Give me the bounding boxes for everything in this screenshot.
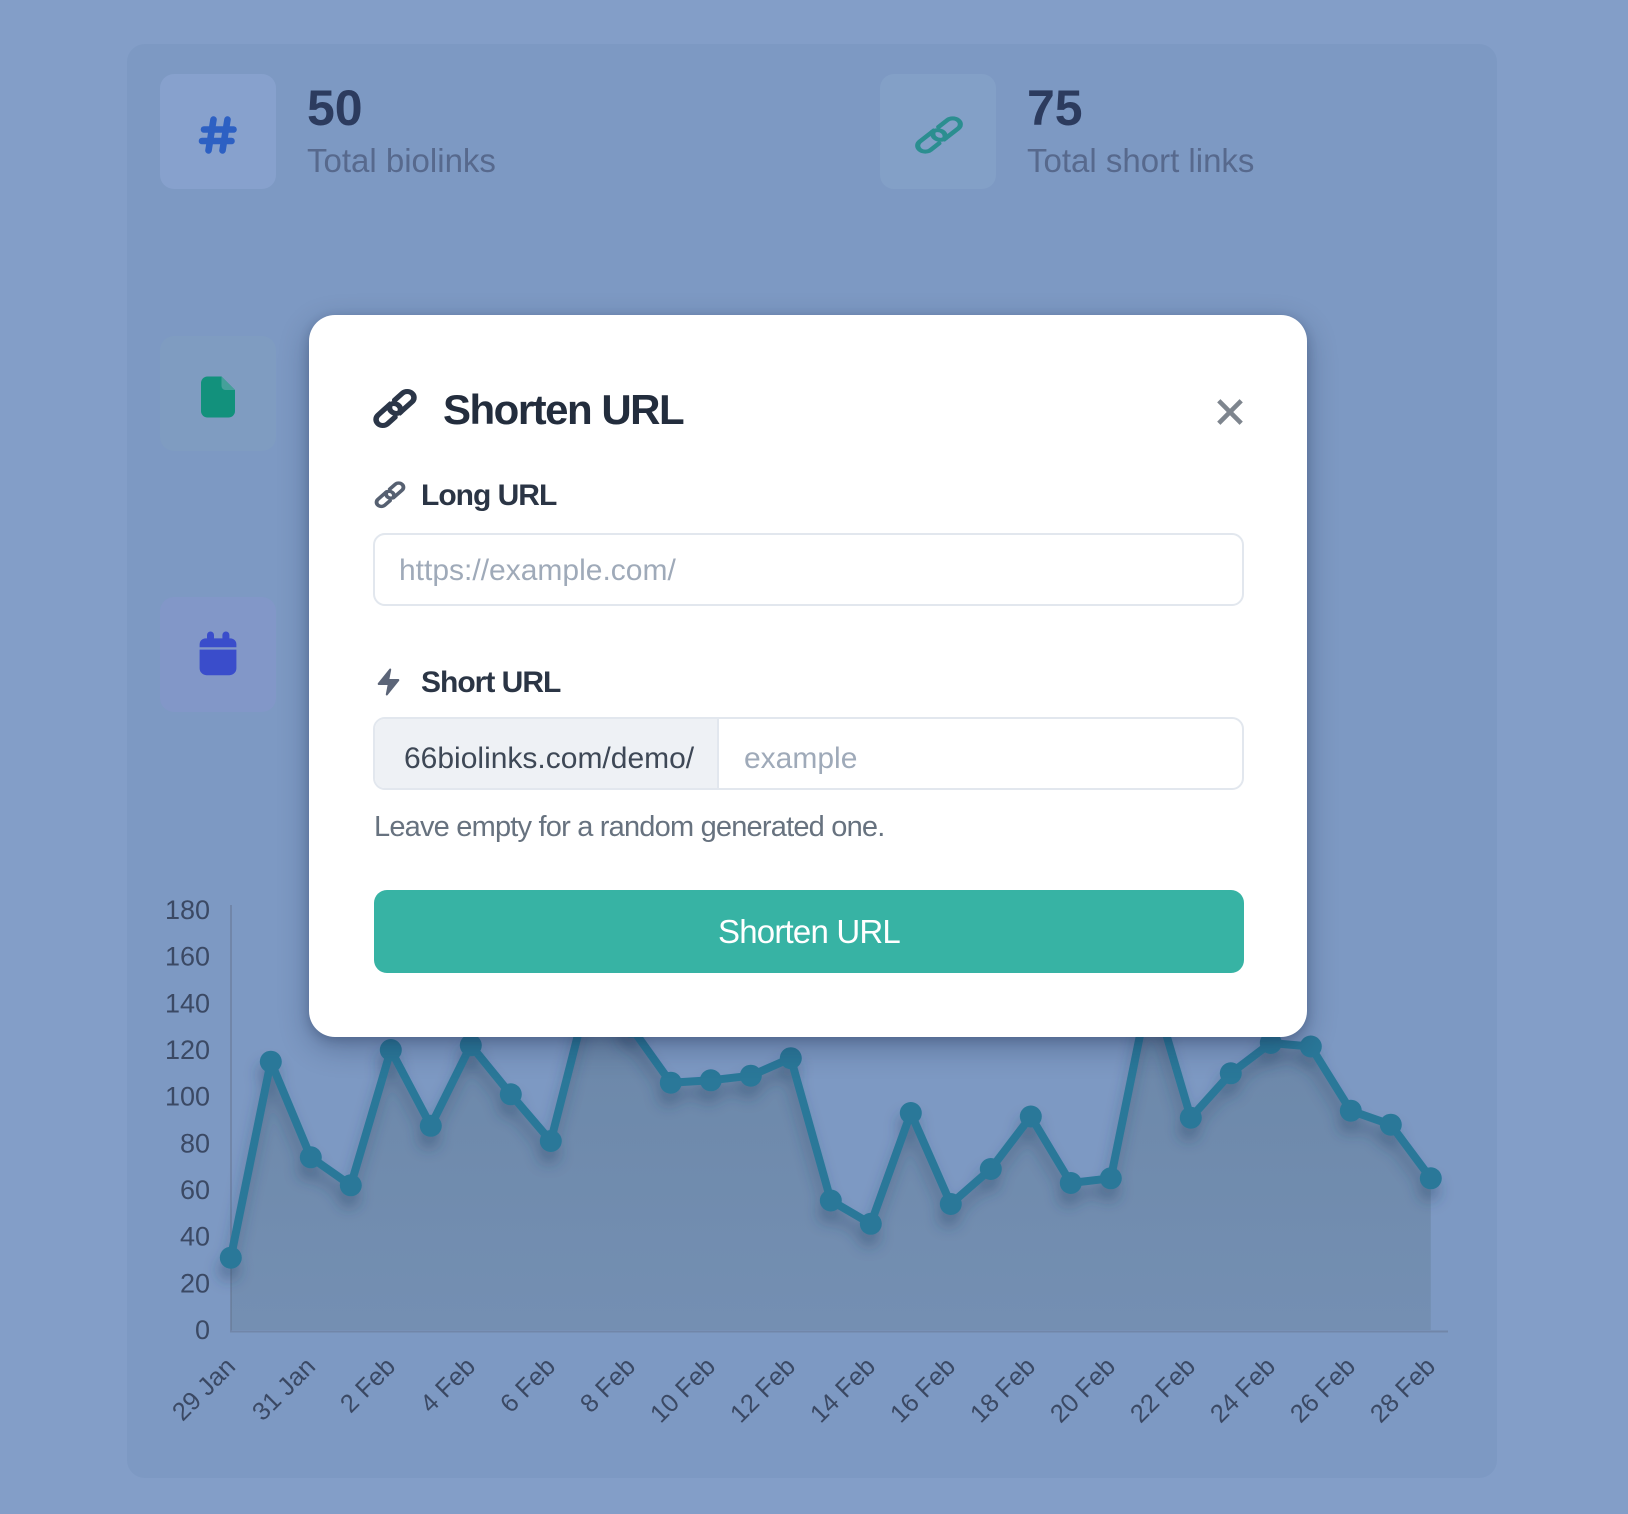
svg-text:8 Feb: 8 Feb (575, 1352, 641, 1418)
svg-text:29 Jan: 29 Jan (167, 1352, 241, 1426)
svg-text:18 Feb: 18 Feb (965, 1352, 1041, 1428)
svg-text:60: 60 (180, 1175, 210, 1205)
svg-text:160: 160 (165, 942, 210, 972)
svg-text:180: 180 (165, 895, 210, 925)
svg-text:14 Feb: 14 Feb (805, 1352, 881, 1428)
svg-text:100: 100 (165, 1082, 210, 1112)
svg-text:24 Feb: 24 Feb (1205, 1352, 1281, 1428)
svg-text:20 Feb: 20 Feb (1045, 1352, 1121, 1428)
svg-text:22 Feb: 22 Feb (1125, 1352, 1201, 1428)
svg-text:20: 20 (180, 1268, 210, 1298)
svg-text:4 Feb: 4 Feb (415, 1352, 481, 1418)
svg-text:120: 120 (165, 1035, 210, 1065)
svg-text:28 Feb: 28 Feb (1365, 1352, 1441, 1428)
svg-text:12 Feb: 12 Feb (725, 1352, 801, 1428)
svg-text:80: 80 (180, 1128, 210, 1158)
svg-text:10 Feb: 10 Feb (645, 1352, 721, 1428)
svg-text:26 Feb: 26 Feb (1285, 1352, 1361, 1428)
svg-text:2 Feb: 2 Feb (335, 1352, 401, 1418)
svg-text:31 Jan: 31 Jan (247, 1352, 321, 1426)
svg-text:0: 0 (195, 1315, 210, 1345)
svg-text:16 Feb: 16 Feb (885, 1352, 961, 1428)
svg-text:6 Feb: 6 Feb (495, 1352, 561, 1418)
svg-text:140: 140 (165, 988, 210, 1018)
svg-text:40: 40 (180, 1222, 210, 1252)
